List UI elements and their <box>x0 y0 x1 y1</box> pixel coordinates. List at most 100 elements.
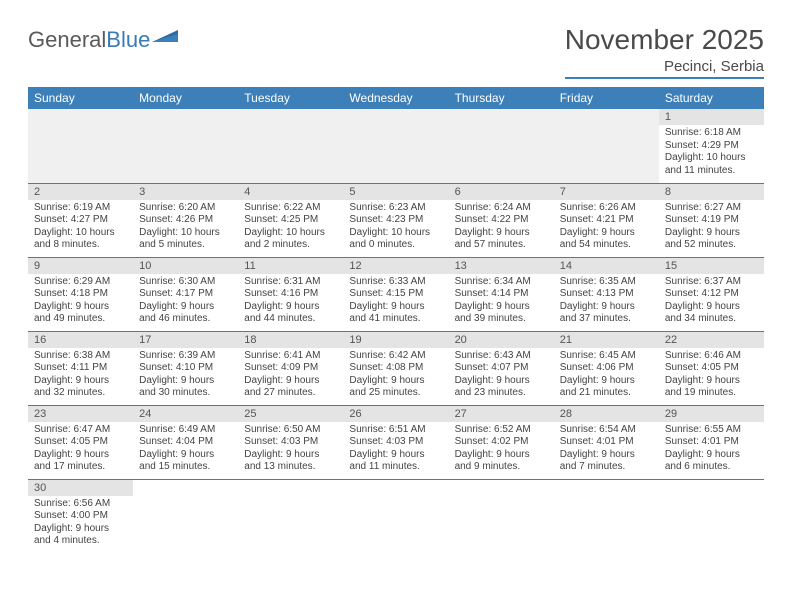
title-block: November 2025 Pecinci, Serbia <box>565 24 764 79</box>
empty-cell <box>449 479 554 553</box>
logo-flag-icon <box>152 24 178 50</box>
day-cell: 17Sunrise: 6:39 AMSunset: 4:10 PMDayligh… <box>133 331 238 405</box>
day-cell: 3Sunrise: 6:20 AMSunset: 4:26 PMDaylight… <box>133 183 238 257</box>
empty-cell <box>554 479 659 553</box>
day-number: 8 <box>659 184 764 200</box>
calendar-row: 1Sunrise: 6:18 AMSunset: 4:29 PMDaylight… <box>28 109 764 183</box>
month-title: November 2025 <box>565 24 764 56</box>
day-cell: 26Sunrise: 6:51 AMSunset: 4:03 PMDayligh… <box>343 405 448 479</box>
empty-cell <box>28 109 133 183</box>
day-cell: 28Sunrise: 6:54 AMSunset: 4:01 PMDayligh… <box>554 405 659 479</box>
day-cell: 20Sunrise: 6:43 AMSunset: 4:07 PMDayligh… <box>449 331 554 405</box>
day-details: Sunrise: 6:45 AMSunset: 4:06 PMDaylight:… <box>554 348 659 404</box>
day-cell: 4Sunrise: 6:22 AMSunset: 4:25 PMDaylight… <box>238 183 343 257</box>
day-cell: 27Sunrise: 6:52 AMSunset: 4:02 PMDayligh… <box>449 405 554 479</box>
day-cell: 13Sunrise: 6:34 AMSunset: 4:14 PMDayligh… <box>449 257 554 331</box>
day-cell: 8Sunrise: 6:27 AMSunset: 4:19 PMDaylight… <box>659 183 764 257</box>
day-number: 9 <box>28 258 133 274</box>
calendar-row: 23Sunrise: 6:47 AMSunset: 4:05 PMDayligh… <box>28 405 764 479</box>
day-details: Sunrise: 6:54 AMSunset: 4:01 PMDaylight:… <box>554 422 659 478</box>
empty-cell <box>238 479 343 553</box>
empty-cell <box>133 479 238 553</box>
empty-cell <box>343 109 448 183</box>
day-number: 26 <box>343 406 448 422</box>
day-cell: 14Sunrise: 6:35 AMSunset: 4:13 PMDayligh… <box>554 257 659 331</box>
day-details: Sunrise: 6:56 AMSunset: 4:00 PMDaylight:… <box>28 496 133 552</box>
day-number: 29 <box>659 406 764 422</box>
weekday-header: Sunday <box>28 87 133 109</box>
day-cell: 23Sunrise: 6:47 AMSunset: 4:05 PMDayligh… <box>28 405 133 479</box>
day-details: Sunrise: 6:38 AMSunset: 4:11 PMDaylight:… <box>28 348 133 404</box>
weekday-header: Monday <box>133 87 238 109</box>
calendar-row: 9Sunrise: 6:29 AMSunset: 4:18 PMDaylight… <box>28 257 764 331</box>
day-details: Sunrise: 6:42 AMSunset: 4:08 PMDaylight:… <box>343 348 448 404</box>
day-number: 25 <box>238 406 343 422</box>
day-number: 24 <box>133 406 238 422</box>
day-details: Sunrise: 6:24 AMSunset: 4:22 PMDaylight:… <box>449 200 554 256</box>
day-details: Sunrise: 6:41 AMSunset: 4:09 PMDaylight:… <box>238 348 343 404</box>
weekday-header: Thursday <box>449 87 554 109</box>
day-cell: 6Sunrise: 6:24 AMSunset: 4:22 PMDaylight… <box>449 183 554 257</box>
day-details: Sunrise: 6:22 AMSunset: 4:25 PMDaylight:… <box>238 200 343 256</box>
day-cell: 11Sunrise: 6:31 AMSunset: 4:16 PMDayligh… <box>238 257 343 331</box>
day-details: Sunrise: 6:20 AMSunset: 4:26 PMDaylight:… <box>133 200 238 256</box>
day-number: 23 <box>28 406 133 422</box>
day-details: Sunrise: 6:47 AMSunset: 4:05 PMDaylight:… <box>28 422 133 478</box>
day-cell: 18Sunrise: 6:41 AMSunset: 4:09 PMDayligh… <box>238 331 343 405</box>
day-cell: 24Sunrise: 6:49 AMSunset: 4:04 PMDayligh… <box>133 405 238 479</box>
weekday-header: Wednesday <box>343 87 448 109</box>
empty-cell <box>659 479 764 553</box>
day-cell: 5Sunrise: 6:23 AMSunset: 4:23 PMDaylight… <box>343 183 448 257</box>
day-number: 17 <box>133 332 238 348</box>
day-number: 27 <box>449 406 554 422</box>
day-number: 22 <box>659 332 764 348</box>
day-number: 4 <box>238 184 343 200</box>
calendar-row: 16Sunrise: 6:38 AMSunset: 4:11 PMDayligh… <box>28 331 764 405</box>
day-number: 11 <box>238 258 343 274</box>
empty-cell <box>238 109 343 183</box>
calendar-body: 1Sunrise: 6:18 AMSunset: 4:29 PMDaylight… <box>28 109 764 553</box>
day-number: 6 <box>449 184 554 200</box>
day-number: 7 <box>554 184 659 200</box>
empty-cell <box>343 479 448 553</box>
day-details: Sunrise: 6:51 AMSunset: 4:03 PMDaylight:… <box>343 422 448 478</box>
day-details: Sunrise: 6:29 AMSunset: 4:18 PMDaylight:… <box>28 274 133 330</box>
calendar-head: SundayMondayTuesdayWednesdayThursdayFrid… <box>28 87 764 109</box>
day-details: Sunrise: 6:18 AMSunset: 4:29 PMDaylight:… <box>659 125 764 181</box>
day-details: Sunrise: 6:30 AMSunset: 4:17 PMDaylight:… <box>133 274 238 330</box>
day-cell: 25Sunrise: 6:50 AMSunset: 4:03 PMDayligh… <box>238 405 343 479</box>
day-number: 13 <box>449 258 554 274</box>
day-number: 20 <box>449 332 554 348</box>
day-number: 28 <box>554 406 659 422</box>
day-details: Sunrise: 6:19 AMSunset: 4:27 PMDaylight:… <box>28 200 133 256</box>
day-cell: 12Sunrise: 6:33 AMSunset: 4:15 PMDayligh… <box>343 257 448 331</box>
day-number: 16 <box>28 332 133 348</box>
day-number: 19 <box>343 332 448 348</box>
empty-cell <box>133 109 238 183</box>
day-cell: 7Sunrise: 6:26 AMSunset: 4:21 PMDaylight… <box>554 183 659 257</box>
empty-cell <box>554 109 659 183</box>
day-details: Sunrise: 6:49 AMSunset: 4:04 PMDaylight:… <box>133 422 238 478</box>
location: Pecinci, Serbia <box>565 58 764 79</box>
day-number: 12 <box>343 258 448 274</box>
day-number: 3 <box>133 184 238 200</box>
day-cell: 10Sunrise: 6:30 AMSunset: 4:17 PMDayligh… <box>133 257 238 331</box>
day-details: Sunrise: 6:43 AMSunset: 4:07 PMDaylight:… <box>449 348 554 404</box>
day-number: 18 <box>238 332 343 348</box>
day-cell: 16Sunrise: 6:38 AMSunset: 4:11 PMDayligh… <box>28 331 133 405</box>
day-details: Sunrise: 6:52 AMSunset: 4:02 PMDaylight:… <box>449 422 554 478</box>
empty-cell <box>449 109 554 183</box>
day-details: Sunrise: 6:31 AMSunset: 4:16 PMDaylight:… <box>238 274 343 330</box>
day-cell: 19Sunrise: 6:42 AMSunset: 4:08 PMDayligh… <box>343 331 448 405</box>
day-number: 14 <box>554 258 659 274</box>
weekday-header: Saturday <box>659 87 764 109</box>
day-number: 10 <box>133 258 238 274</box>
day-details: Sunrise: 6:34 AMSunset: 4:14 PMDaylight:… <box>449 274 554 330</box>
day-details: Sunrise: 6:33 AMSunset: 4:15 PMDaylight:… <box>343 274 448 330</box>
day-details: Sunrise: 6:39 AMSunset: 4:10 PMDaylight:… <box>133 348 238 404</box>
day-number: 15 <box>659 258 764 274</box>
day-number: 1 <box>659 109 764 125</box>
day-number: 21 <box>554 332 659 348</box>
day-details: Sunrise: 6:46 AMSunset: 4:05 PMDaylight:… <box>659 348 764 404</box>
day-details: Sunrise: 6:50 AMSunset: 4:03 PMDaylight:… <box>238 422 343 478</box>
